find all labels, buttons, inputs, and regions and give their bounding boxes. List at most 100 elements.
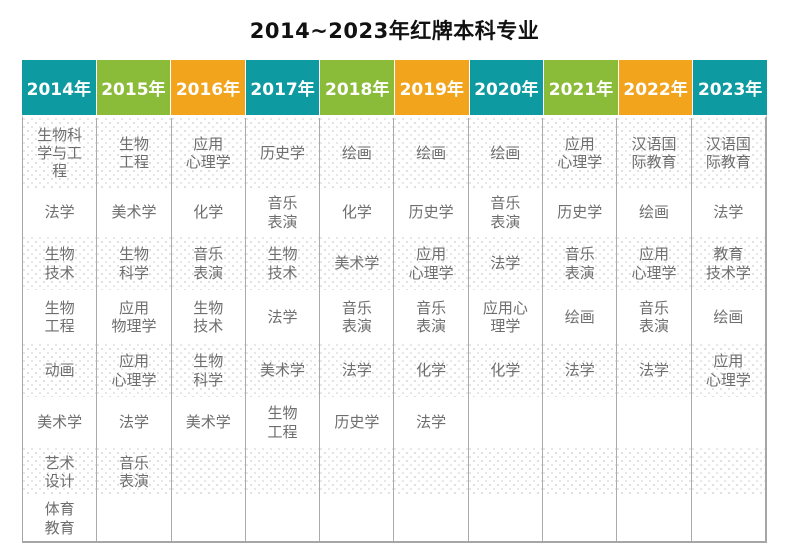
table-cell: 法学: [23, 188, 98, 237]
table-cell: 法学: [468, 237, 544, 290]
table-row: 美术学 法学 美术学 生物 工程 历史学 法学: [23, 397, 765, 448]
column-header-2017: 2017年: [245, 60, 321, 115]
table-cell-empty: [543, 397, 618, 448]
column-header-2014: 2014年: [22, 60, 97, 115]
table-cell: 生物 科学: [171, 344, 246, 397]
table-cell-empty: [320, 496, 395, 541]
table-cell: 应用 心理学: [691, 344, 765, 397]
table-cell: 汉语国 际教育: [617, 118, 692, 188]
table-cell: 应用 心理学: [543, 118, 618, 188]
table-row: 艺术 设计 音乐 表演: [23, 448, 765, 496]
table-cell: 美术学: [23, 397, 98, 448]
table-cell: 音乐 表演: [469, 188, 544, 237]
table-cell: 法学: [246, 290, 321, 344]
table-cell-empty: [246, 496, 321, 541]
table-cell-empty: [394, 496, 469, 541]
table-cell: 历史学: [394, 188, 469, 237]
column-header-2019: 2019年: [394, 60, 470, 115]
table-cell-empty: [692, 496, 765, 541]
table-cell-empty: [469, 397, 544, 448]
table-cell: 历史学: [543, 188, 618, 237]
table-cell: 法学: [617, 344, 692, 397]
table-cell: 生物科 学与工 程: [23, 118, 98, 188]
table-cell: 生物 技术: [172, 290, 246, 344]
table-cell: 美术学: [97, 188, 172, 237]
table-cell: 法学: [320, 344, 395, 397]
table-cell: 历史学: [320, 397, 395, 448]
table-cell: 应用 心理学: [97, 344, 172, 397]
table-cell: 化学: [394, 344, 469, 397]
table-cell: 生物 工程: [97, 118, 172, 188]
table-cell: 绘画: [468, 118, 544, 188]
table-cell: 法学: [713, 203, 744, 222]
table-cell: 生物 技术: [23, 237, 98, 290]
table-cell: 音乐 表演: [320, 290, 395, 344]
table-row: 动画 应用 心理学 生物 科学 美术学 法学 化学 化学 法学 法学 应用 心理学: [23, 344, 765, 397]
table-cell: 绘画: [543, 290, 618, 344]
table-cell: 体育 教育: [23, 496, 98, 541]
table-cell: 动画: [23, 344, 98, 397]
table-cell: 音乐 表演: [394, 290, 469, 344]
column-header-2018: 2018年: [320, 60, 395, 115]
table-cell: 生物 工程: [23, 290, 98, 344]
table-cell: 应用心 理学: [469, 290, 544, 344]
table-cell-empty: [469, 496, 544, 541]
column-header-2022: 2022年: [618, 60, 694, 115]
table-cell: 绘画: [617, 188, 692, 237]
table-cell: 法学: [394, 397, 469, 448]
table-row: 生物 工程 应用 物理学 生物 技术 法学 音乐 表演 音乐 表演 应用心 理学 绘画 音乐 表…: [23, 290, 765, 344]
table-row: 体育 教育: [23, 496, 765, 541]
table-cell-empty: [691, 448, 765, 496]
table-cell: 化学: [172, 188, 246, 237]
table-cell: 美术学: [320, 237, 395, 290]
table-cell-empty: [468, 448, 544, 496]
column-header-2021: 2021年: [544, 60, 619, 115]
table-cell: 绘画: [713, 307, 744, 326]
table-cell: 应用 心理学: [617, 237, 692, 290]
table-cell-empty: [320, 448, 395, 496]
table-row: 生物 技术 生物 科学 音乐 表演 生物 技术 美术学 应用 心理学 法学 音乐 表演 应用 心…: [23, 237, 765, 290]
table-cell-empty: [617, 496, 692, 541]
table-cell: 教育 技术学: [691, 237, 765, 290]
table-cell: 汉语国 际教育: [691, 118, 765, 188]
table-cell: 应用 物理学: [97, 290, 172, 344]
table-cell: 艺术 设计: [23, 448, 98, 496]
table-cell-empty: [394, 448, 469, 496]
table-cell: 应用 心理学: [171, 118, 246, 188]
column-header-2020: 2020年: [469, 60, 545, 115]
column-header-2015: 2015年: [96, 60, 172, 115]
column-header-2023: 2023年: [693, 60, 767, 115]
table-cell-empty: [171, 448, 246, 496]
table-cell: 化学: [320, 188, 395, 237]
table-cell: 法学: [97, 397, 172, 448]
table-cell-empty: [617, 397, 692, 448]
table-cell: 生物 工程: [246, 397, 321, 448]
table-cell: 美术学: [172, 397, 246, 448]
table-row: 生物科 学与工 程生物 工程 应用 心理学 历史学 绘画 绘画 绘画 应用 心理学 汉语国 际…: [23, 118, 765, 188]
table-cell-empty: [692, 397, 765, 448]
table-cell-empty: [543, 496, 618, 541]
table-cell: 音乐 表演: [617, 290, 692, 344]
table-header-row: 2014年 2015年 2016年 2017年 2018年 2019年 2020年 2021年…: [22, 60, 767, 115]
table-cell: 法学: [543, 344, 618, 397]
table-cell: 美术学: [245, 344, 321, 397]
table-cell-empty: [172, 496, 246, 541]
table-cell: 生物 技术: [245, 237, 321, 290]
table-cell-empty: [245, 448, 321, 496]
table-cell: 绘画: [320, 118, 395, 188]
table-cell: 应用 心理学: [394, 237, 469, 290]
table-cell: 生物 科学: [97, 237, 172, 290]
table-cell-empty: [97, 496, 172, 541]
table-cell-empty: [543, 448, 618, 496]
table-body: 生物科 学与工 程生物 工程 应用 心理学 历史学 绘画 绘画 绘画 应用 心理学 汉语国 际…: [22, 115, 767, 543]
table-cell: 绘画: [394, 118, 469, 188]
table-cell: 化学: [468, 344, 544, 397]
red-card-majors-table: 2014年 2015年 2016年 2017年 2018年 2019年 2020年 2021年…: [22, 60, 767, 543]
table-row: 法学 美术学 化学 音乐 表演 化学 历史学 音乐 表演 历史学 绘画 法学: [23, 188, 765, 237]
table-cell: 音乐 表演: [246, 188, 321, 237]
page-title: 2014~2023年红牌本科专业: [249, 19, 540, 43]
table-cell: 音乐 表演: [97, 448, 172, 496]
table-cell-empty: [617, 448, 692, 496]
table-cell: 历史学: [245, 118, 321, 188]
